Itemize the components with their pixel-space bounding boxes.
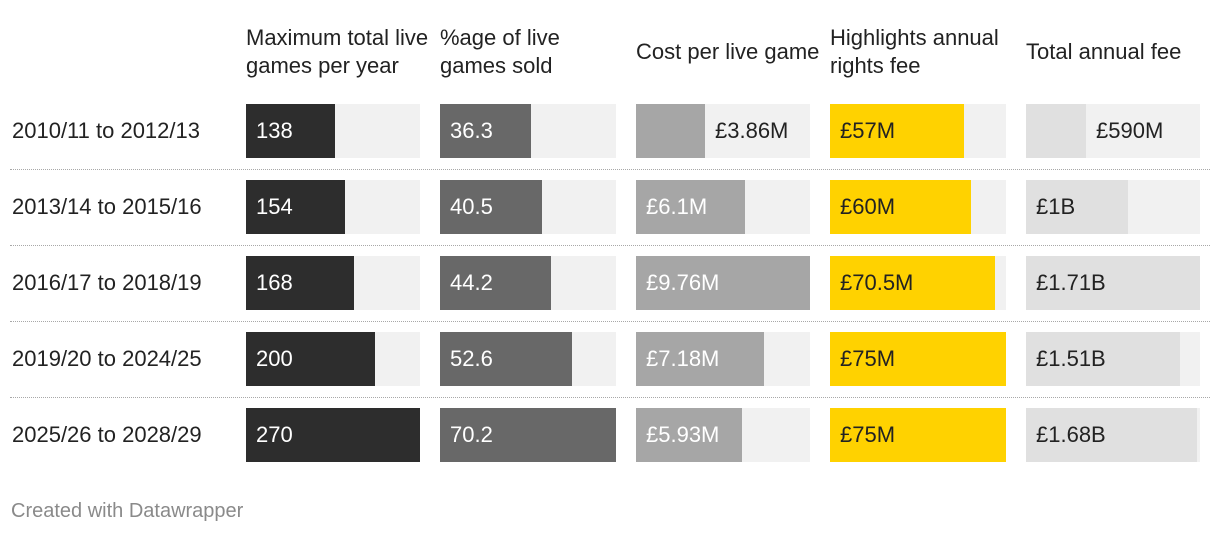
- row-divider: [10, 169, 1210, 170]
- bar-total: [1026, 256, 1200, 310]
- bar-track-total: £590M: [1026, 104, 1200, 158]
- bar-pct: [440, 104, 531, 158]
- bar-value-highlights: £75M: [840, 422, 896, 447]
- bar-track-games: 270: [246, 408, 420, 462]
- bar-value-total: £1.71B: [1036, 270, 1106, 295]
- bar-track-pct: 70.2: [440, 408, 616, 462]
- bar-total: [1026, 104, 1086, 158]
- bar-value-pct: 52.6: [450, 346, 493, 371]
- bar-pct: [440, 180, 542, 234]
- column-header-total: Total annual fee: [1026, 39, 1182, 64]
- bar-track-total: £1.68B: [1026, 408, 1200, 462]
- bar-total: [1026, 408, 1197, 462]
- bar-highlights: [830, 256, 995, 310]
- bar-value-highlights: £75M: [840, 346, 896, 371]
- bar-cost: [636, 104, 705, 158]
- bar-pct: [440, 332, 572, 386]
- bar-value-highlights: £70.5M: [840, 270, 914, 295]
- bar-value-total: £590M: [1096, 118, 1164, 143]
- bar-value-total: £1B: [1036, 194, 1076, 219]
- bar-track-pct: 52.6: [440, 332, 616, 386]
- bar-games: [246, 332, 375, 386]
- bar-highlights: [830, 180, 971, 234]
- bar-track-games: 138: [246, 104, 420, 158]
- footer-credit: Created with Datawrapper: [11, 500, 244, 522]
- bar-cost: [636, 408, 742, 462]
- bar-track-pct: 40.5: [440, 180, 616, 234]
- bar-pct: [440, 408, 616, 462]
- bar-highlights: [830, 104, 964, 158]
- bar-highlights: [830, 408, 1006, 462]
- bar-track-total: £1B: [1026, 180, 1200, 234]
- row-label: 2010/11 to 2012/13: [12, 118, 200, 143]
- bar-cost: [636, 332, 764, 386]
- bar-track-cost: £6.1M: [636, 180, 810, 234]
- row-label: 2013/14 to 2015/16: [12, 194, 202, 219]
- bar-value-games: 154: [256, 194, 293, 219]
- column-header-cost: Cost per live game: [636, 39, 820, 64]
- bar-games: [246, 408, 420, 462]
- bar-value-cost: £6.1M: [646, 194, 708, 219]
- bar-track-highlights: £57M: [830, 104, 1006, 158]
- bar-value-games: 138: [256, 118, 293, 143]
- row-divider: [10, 321, 1210, 322]
- bar-track-highlights: £70.5M: [830, 256, 1006, 310]
- bar-value-cost: £7.18M: [646, 346, 720, 371]
- bar-value-highlights: £60M: [840, 194, 896, 219]
- bar-track-highlights: £75M: [830, 408, 1006, 462]
- bar-track-cost: £7.18M: [636, 332, 810, 386]
- bar-value-cost: £3.86M: [715, 118, 789, 143]
- bar-cost: [636, 180, 745, 234]
- bar-games: [246, 256, 354, 310]
- bar-track-games: 154: [246, 180, 420, 234]
- bar-value-cost: £5.93M: [646, 422, 720, 447]
- bar-highlights: [830, 332, 1006, 386]
- row-divider: [10, 245, 1210, 246]
- bar-pct: [440, 256, 551, 310]
- bar-value-pct: 40.5: [450, 194, 493, 219]
- bar-total: [1026, 180, 1128, 234]
- bar-games: [246, 180, 345, 234]
- bar-track-cost: £5.93M: [636, 408, 810, 462]
- bar-value-pct: 70.2: [450, 422, 493, 447]
- bar-value-games: 200: [256, 346, 293, 371]
- bar-track-pct: 44.2: [440, 256, 616, 310]
- column-header-games: Maximum total live games per year: [246, 25, 429, 78]
- bar-track-games: 168: [246, 256, 420, 310]
- row-label: 2016/17 to 2018/19: [12, 270, 202, 295]
- bar-value-total: £1.51B: [1036, 346, 1106, 371]
- bar-track-total: £1.71B: [1026, 256, 1200, 310]
- row-divider: [10, 397, 1210, 398]
- bar-value-cost: £9.76M: [646, 270, 720, 295]
- bar-track-pct: 36.3: [440, 104, 616, 158]
- bar-value-games: 168: [256, 270, 293, 295]
- bar-track-cost: £9.76M: [636, 256, 810, 310]
- bar-value-total: £1.68B: [1036, 422, 1106, 447]
- bar-track-highlights: £75M: [830, 332, 1006, 386]
- bar-value-pct: 44.2: [450, 270, 493, 295]
- bar-total: [1026, 332, 1180, 386]
- bar-track-cost: £3.86M: [636, 104, 810, 158]
- bar-cost: [636, 256, 810, 310]
- bar-track-games: 200: [246, 332, 420, 386]
- row-label: 2019/20 to 2024/25: [12, 346, 202, 371]
- row-label: 2025/26 to 2028/29: [12, 422, 202, 447]
- column-header-pct: %age of live games sold: [440, 25, 560, 78]
- column-header-highlights: Highlights annual rights fee: [830, 25, 999, 78]
- bar-games: [246, 104, 335, 158]
- bar-value-games: 270: [256, 422, 293, 447]
- bar-track-highlights: £60M: [830, 180, 1006, 234]
- bar-value-pct: 36.3: [450, 118, 493, 143]
- bar-value-highlights: £57M: [840, 118, 896, 143]
- bar-track-total: £1.51B: [1026, 332, 1200, 386]
